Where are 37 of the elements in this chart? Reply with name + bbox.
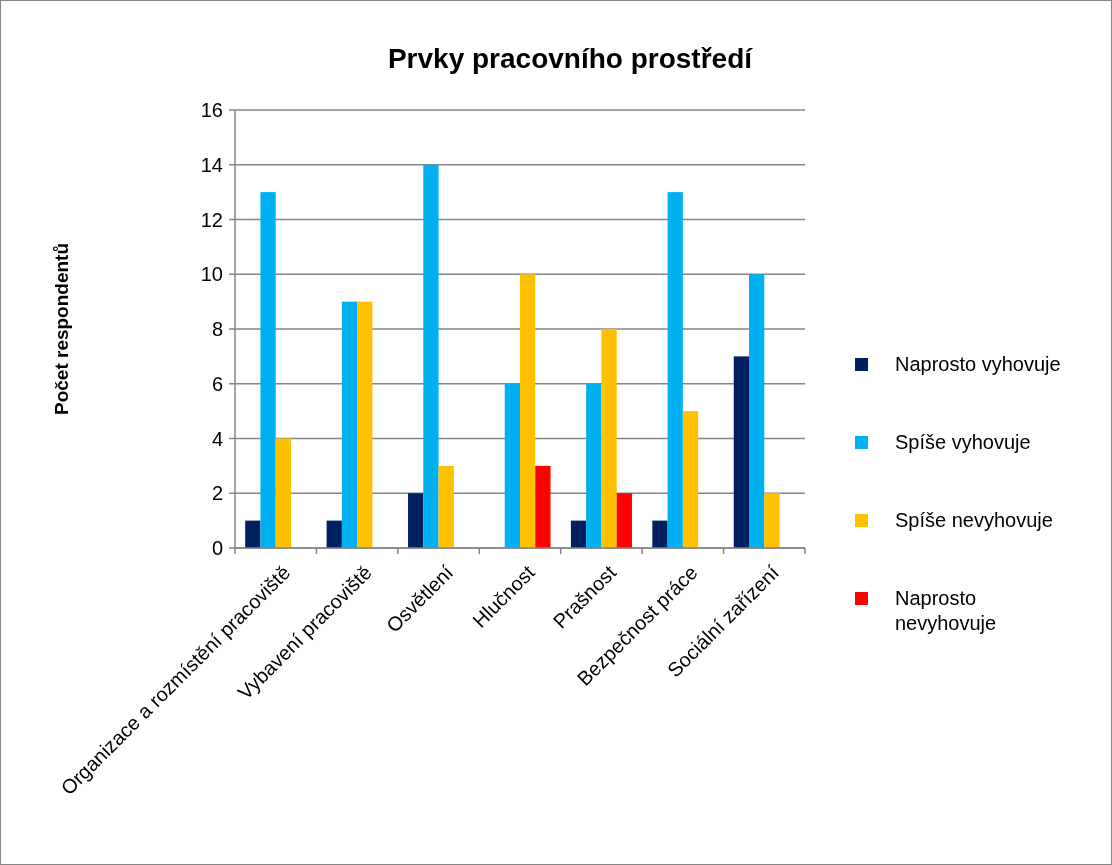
- y-tick-label: 2: [211, 482, 223, 505]
- bar: [341, 301, 358, 548]
- y-tick-label: 14: [200, 153, 223, 176]
- legend-label: Spíše nevyhovuje: [895, 509, 1053, 531]
- bar: [408, 493, 424, 548]
- y-tick-label: 12: [200, 208, 223, 231]
- bar: [652, 520, 668, 548]
- bar: [667, 192, 683, 548]
- bar: [260, 192, 276, 548]
- bar: [423, 164, 439, 548]
- bar: [438, 465, 454, 548]
- bar: [357, 301, 373, 548]
- legend-label: Naprosto vyhovuje: [895, 353, 1061, 375]
- bar: [245, 520, 261, 548]
- legend-label: Spíše vyhovuje: [895, 431, 1031, 453]
- bar: [275, 438, 291, 548]
- bar: [733, 356, 750, 548]
- bar: [520, 274, 536, 548]
- bar: [586, 383, 602, 548]
- y-axis-title: Počet respondentů: [51, 242, 72, 416]
- bar: [326, 520, 342, 548]
- bar: [764, 493, 780, 548]
- y-tick-label: 4: [211, 427, 223, 450]
- bar: [535, 465, 551, 548]
- y-tick-label: 16: [200, 99, 223, 121]
- bar: [504, 383, 520, 548]
- y-tick-label: 8: [211, 318, 223, 340]
- bar: [570, 520, 587, 548]
- chart-title: Prvky pracovního prostředí: [387, 43, 754, 74]
- y-tick-label: 6: [211, 372, 223, 395]
- bar: [682, 411, 699, 548]
- y-tick-label: 0: [211, 537, 223, 559]
- legend-label: Naprosto nevyhovuje: [895, 587, 997, 634]
- bar: [616, 493, 632, 548]
- bar: [601, 329, 617, 548]
- y-tick-label: 10: [200, 263, 223, 286]
- bar: [749, 274, 765, 548]
